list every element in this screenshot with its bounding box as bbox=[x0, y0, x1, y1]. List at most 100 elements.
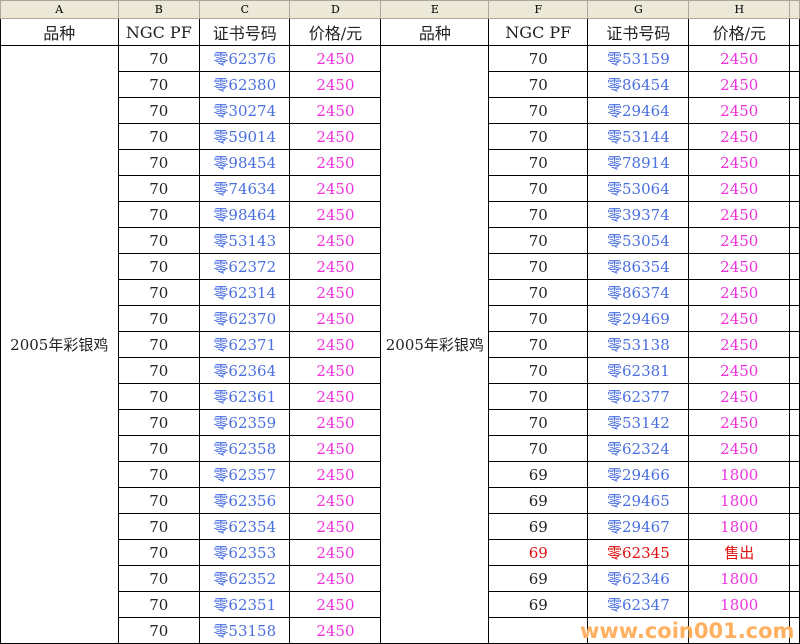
sold-status-cell[interactable]: 售出 bbox=[688, 539, 791, 566]
cert-number-cell[interactable]: 零62314 bbox=[199, 279, 291, 306]
header-cell[interactable]: NGC PF bbox=[488, 18, 589, 46]
extra-cell[interactable] bbox=[789, 175, 800, 202]
column-header-G[interactable]: G bbox=[587, 0, 690, 19]
price-cell[interactable]: 1800 bbox=[688, 591, 791, 618]
price-cell[interactable]: 2450 bbox=[289, 331, 382, 358]
extra-cell[interactable] bbox=[789, 357, 800, 384]
cert-number-cell[interactable]: 零29467 bbox=[587, 513, 690, 540]
extra-cell[interactable] bbox=[789, 227, 800, 254]
cert-number-cell[interactable]: 零86454 bbox=[587, 71, 690, 98]
grade-cell[interactable] bbox=[488, 617, 589, 644]
price-cell[interactable]: 2450 bbox=[289, 253, 382, 280]
extra-cell[interactable] bbox=[789, 253, 800, 280]
extra-cell[interactable] bbox=[789, 45, 800, 72]
cert-number-cell[interactable]: 零62351 bbox=[199, 591, 291, 618]
price-cell[interactable]: 2450 bbox=[289, 487, 382, 514]
price-cell[interactable]: 2450 bbox=[289, 279, 382, 306]
column-header-E[interactable]: E bbox=[380, 0, 490, 19]
column-header-A[interactable]: A bbox=[0, 0, 119, 19]
grade-cell[interactable]: 70 bbox=[117, 591, 201, 618]
grade-cell[interactable]: 69 bbox=[488, 513, 589, 540]
extra-cell[interactable] bbox=[789, 591, 800, 618]
grade-cell[interactable]: 70 bbox=[117, 461, 201, 488]
price-cell[interactable]: 2450 bbox=[289, 201, 382, 228]
cert-number-cell[interactable]: 零62381 bbox=[587, 357, 690, 384]
cert-number-cell[interactable]: 零62376 bbox=[199, 45, 291, 72]
header-cell[interactable]: 证书号码 bbox=[587, 18, 690, 46]
price-cell[interactable]: 2450 bbox=[289, 617, 382, 644]
cert-number-cell[interactable]: 零86374 bbox=[587, 279, 690, 306]
cert-number-cell[interactable]: 零78914 bbox=[587, 149, 690, 176]
price-cell[interactable]: 2450 bbox=[289, 435, 382, 462]
extra-cell[interactable] bbox=[789, 279, 800, 306]
cert-number-cell[interactable]: 零62359 bbox=[199, 409, 291, 436]
price-cell[interactable]: 2450 bbox=[289, 383, 382, 410]
grade-cell[interactable]: 70 bbox=[117, 435, 201, 462]
grade-cell[interactable]: 70 bbox=[117, 253, 201, 280]
cert-number-cell[interactable]: 零74634 bbox=[199, 175, 291, 202]
grade-cell[interactable]: 70 bbox=[488, 201, 589, 228]
grade-cell[interactable]: 69 bbox=[488, 591, 589, 618]
price-cell[interactable]: 2450 bbox=[289, 45, 382, 72]
price-cell[interactable]: 2450 bbox=[289, 149, 382, 176]
price-cell[interactable]: 2450 bbox=[289, 461, 382, 488]
grade-cell[interactable]: 70 bbox=[117, 227, 201, 254]
grade-cell[interactable]: 70 bbox=[117, 305, 201, 332]
extra-cell[interactable] bbox=[789, 617, 800, 644]
grade-cell[interactable]: 70 bbox=[488, 253, 589, 280]
cert-number-cell[interactable]: 零98454 bbox=[199, 149, 291, 176]
header-cell[interactable]: 价格/元 bbox=[688, 18, 791, 46]
extra-cell[interactable] bbox=[789, 18, 800, 46]
cert-number-cell[interactable]: 零62364 bbox=[199, 357, 291, 384]
grade-cell[interactable]: 70 bbox=[117, 357, 201, 384]
extra-cell[interactable] bbox=[789, 97, 800, 124]
cert-number-cell[interactable]: 零62380 bbox=[199, 71, 291, 98]
cert-number-cell[interactable]: 零62361 bbox=[199, 383, 291, 410]
grade-cell[interactable]: 70 bbox=[488, 175, 589, 202]
price-cell[interactable]: 2450 bbox=[688, 123, 791, 150]
cert-number-cell[interactable]: 零53143 bbox=[199, 227, 291, 254]
header-cell[interactable]: 品种 bbox=[0, 18, 119, 46]
cert-number-cell[interactable]: 零30274 bbox=[199, 97, 291, 124]
grade-cell[interactable]: 70 bbox=[488, 227, 589, 254]
extra-cell[interactable] bbox=[789, 123, 800, 150]
cert-number-cell[interactable]: 零29465 bbox=[587, 487, 690, 514]
header-cell[interactable]: 价格/元 bbox=[289, 18, 382, 46]
price-cell[interactable]: 2450 bbox=[289, 71, 382, 98]
cert-number-cell[interactable]: 零53054 bbox=[587, 227, 690, 254]
grade-cell[interactable]: 70 bbox=[488, 357, 589, 384]
grade-cell[interactable]: 70 bbox=[117, 45, 201, 72]
extra-cell[interactable] bbox=[789, 201, 800, 228]
extra-cell[interactable] bbox=[789, 409, 800, 436]
cert-number-cell[interactable]: 零53142 bbox=[587, 409, 690, 436]
extra-cell[interactable] bbox=[789, 435, 800, 462]
price-cell[interactable]: 2450 bbox=[289, 565, 382, 592]
grade-cell[interactable]: 70 bbox=[488, 123, 589, 150]
price-cell[interactable]: 1800 bbox=[688, 513, 791, 540]
cert-number-cell[interactable]: 零59014 bbox=[199, 123, 291, 150]
cert-number-cell[interactable]: 零29464 bbox=[587, 97, 690, 124]
grade-cell[interactable]: 70 bbox=[117, 97, 201, 124]
cert-number-cell[interactable]: 零62354 bbox=[199, 513, 291, 540]
cert-number-cell[interactable]: 零53144 bbox=[587, 123, 690, 150]
price-cell[interactable]: 2450 bbox=[289, 97, 382, 124]
grade-cell[interactable]: 70 bbox=[488, 149, 589, 176]
grade-cell[interactable]: 70 bbox=[117, 331, 201, 358]
extra-cell[interactable] bbox=[789, 149, 800, 176]
price-cell[interactable]: 2450 bbox=[688, 149, 791, 176]
grade-cell[interactable]: 70 bbox=[488, 305, 589, 332]
cert-number-cell[interactable]: 零62372 bbox=[199, 253, 291, 280]
extra-cell[interactable] bbox=[789, 71, 800, 98]
cert-number-cell[interactable]: 零62352 bbox=[199, 565, 291, 592]
grade-cell[interactable]: 70 bbox=[117, 513, 201, 540]
grade-cell[interactable]: 70 bbox=[488, 383, 589, 410]
price-cell[interactable]: 2450 bbox=[688, 409, 791, 436]
price-cell[interactable]: 2450 bbox=[688, 71, 791, 98]
grade-cell[interactable]: 70 bbox=[488, 331, 589, 358]
price-cell[interactable]: 2450 bbox=[688, 201, 791, 228]
cert-number-cell[interactable]: 零53064 bbox=[587, 175, 690, 202]
cert-number-cell[interactable]: 零53159 bbox=[587, 45, 690, 72]
extra-cell[interactable] bbox=[789, 565, 800, 592]
column-header-next[interactable] bbox=[789, 0, 800, 19]
cert-number-cell[interactable]: 零62358 bbox=[199, 435, 291, 462]
